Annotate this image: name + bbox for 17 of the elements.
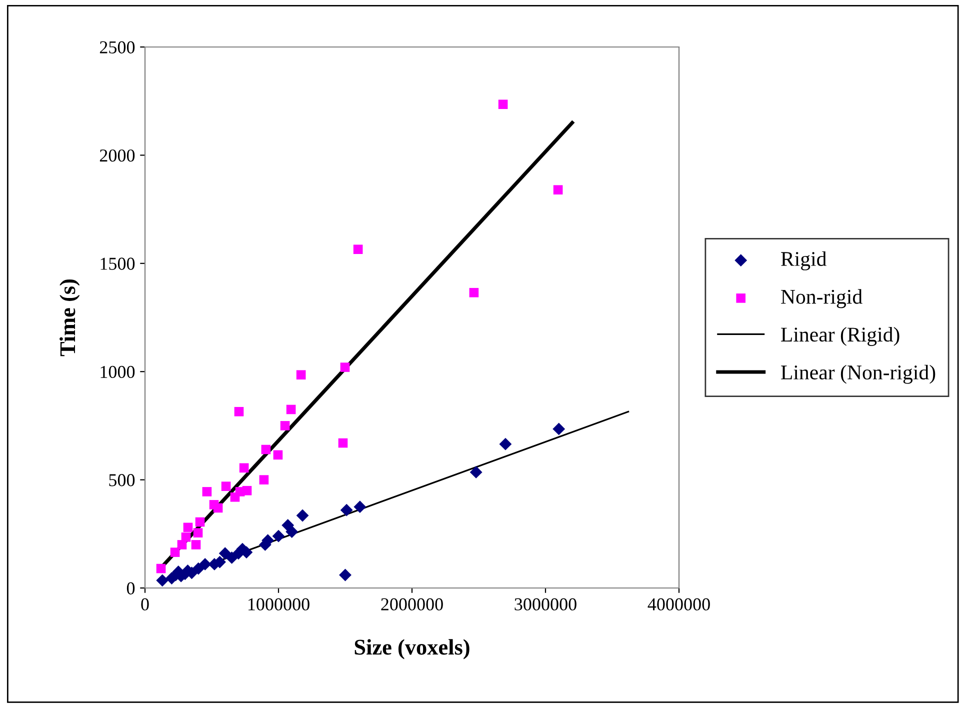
y-tick-label: 2500 [100, 41, 135, 54]
x-tick-label: 3000000 [514, 598, 576, 610]
x-tick-label: 2000000 [381, 598, 443, 610]
x-axis-title: Size (voxels) [354, 639, 470, 660]
x-tick-label: 4000000 [648, 598, 710, 610]
y-tick-label: 500 [109, 474, 135, 486]
y-tick-label: 0 [126, 582, 135, 594]
legend-label: Rigid [781, 251, 826, 270]
legend-label: Linear (Rigid) [781, 327, 900, 346]
legend-label: Non-rigid [781, 289, 862, 308]
y-axis-title: Time (s) [60, 279, 80, 356]
x-tick-label: 1000000 [248, 598, 310, 610]
y-tick-label: 1000 [100, 366, 135, 378]
legend-label: Linear (Non-rigid) [781, 364, 936, 384]
x-tick-label: 0 [141, 598, 149, 610]
y-tick-label: 2000 [100, 149, 135, 162]
y-tick-label: 1500 [100, 258, 135, 270]
